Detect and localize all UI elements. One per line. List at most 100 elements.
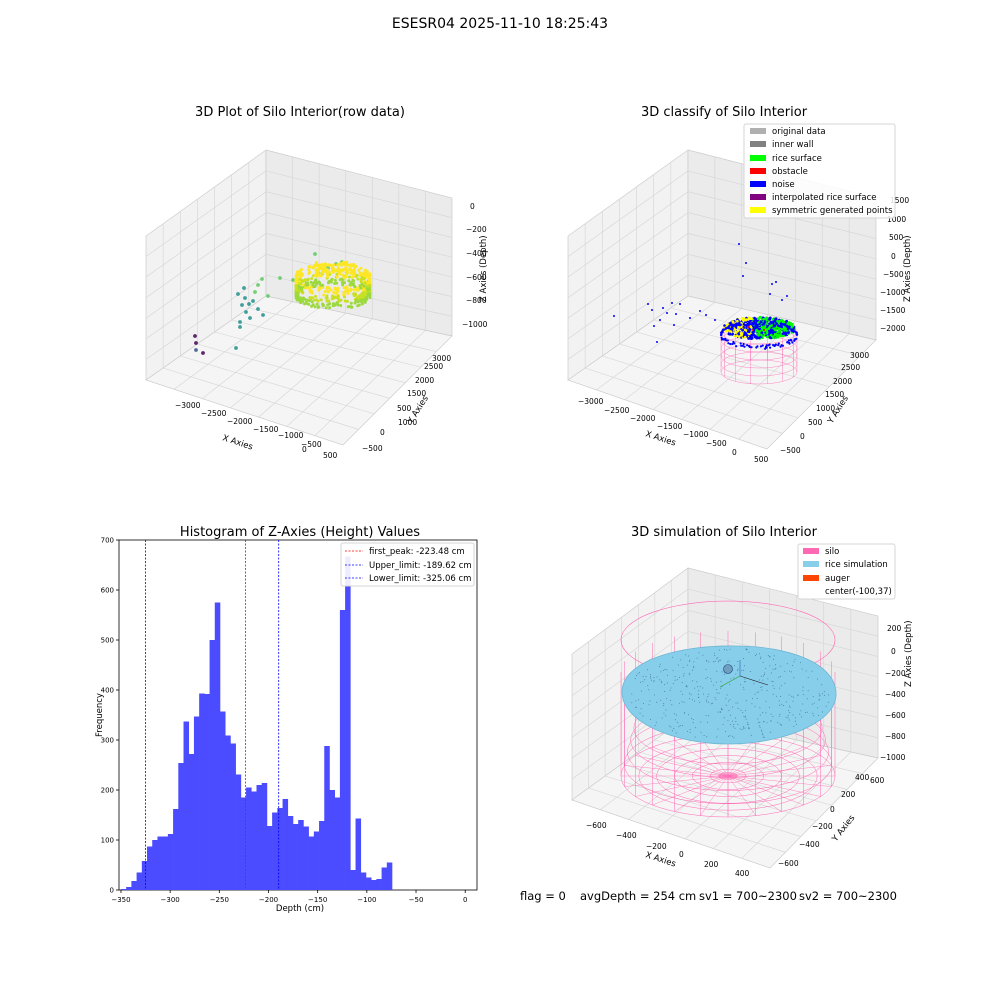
rice-point	[667, 682, 668, 684]
classified-point	[778, 329, 782, 332]
p4-ztick-1: 0	[891, 647, 896, 656]
raw-point	[331, 270, 335, 274]
rice-point	[699, 686, 701, 687]
classified-point	[740, 334, 743, 337]
silo-wire	[652, 746, 729, 777]
p1-ytick-2: 500	[397, 404, 412, 413]
rice-point	[727, 661, 729, 663]
y-tick-label: 0	[110, 887, 114, 895]
rice-point	[802, 694, 804, 696]
histogram-bar	[287, 816, 294, 890]
classified-point	[790, 323, 793, 327]
raw-point	[359, 280, 363, 284]
rice-point	[721, 686, 723, 688]
rice-point	[770, 720, 772, 722]
rice-point	[745, 648, 747, 650]
grid-line	[687, 253, 877, 300]
classified-point	[727, 342, 730, 345]
rice-point	[662, 669, 664, 671]
rice-point	[700, 721, 702, 723]
rice-point	[715, 698, 717, 700]
legend-swatch-auger	[803, 575, 819, 581]
rice-point	[785, 701, 787, 703]
legend-swatch-silo	[803, 548, 819, 554]
panel2-title: 3D classify of Silo Interior	[641, 105, 808, 120]
raw-point	[247, 302, 251, 306]
classified-point	[756, 324, 759, 327]
rice-point	[744, 727, 746, 729]
raw-point	[356, 277, 360, 281]
classified-point	[761, 323, 764, 326]
raw-point	[294, 277, 298, 280]
rice-point	[747, 722, 748, 724]
p1-ztick-4: −800	[466, 296, 487, 305]
rice-point	[802, 686, 804, 688]
raw-point	[352, 279, 356, 283]
rice-point	[794, 720, 796, 722]
rice-point	[718, 659, 720, 661]
classified-point	[750, 346, 753, 349]
raw-point	[314, 294, 318, 298]
p4-ztick-0: 200	[887, 624, 902, 633]
rice-point	[653, 694, 655, 696]
rice-point	[772, 716, 774, 718]
rice-point	[717, 711, 719, 713]
rice-point	[811, 703, 813, 705]
p4-ytick-3: 0	[830, 805, 835, 814]
classified-point	[787, 322, 790, 326]
rice-point	[765, 712, 767, 714]
noise-point	[699, 310, 701, 312]
grid-line	[585, 367, 783, 434]
rice-point	[696, 681, 698, 683]
legend-swatch-original-data	[750, 128, 766, 134]
raw-point	[330, 264, 334, 268]
rice-point	[744, 716, 746, 718]
histogram-bar	[319, 821, 325, 890]
raw-point	[308, 265, 312, 269]
rice-point	[746, 649, 747, 651]
raw-point	[310, 277, 314, 281]
panel4-floor-pane	[571, 715, 879, 869]
rice-point	[765, 700, 767, 702]
raw-point	[294, 284, 298, 288]
classified-point	[754, 330, 758, 333]
rice-point	[780, 696, 781, 697]
panel-classify: 3D classify of Silo Interior −3000 −2500…	[567, 105, 913, 464]
rice-point	[787, 717, 789, 719]
rice-point	[666, 674, 668, 676]
p4-ytick-2: −200	[812, 822, 833, 831]
classified-point	[743, 335, 747, 339]
grid-line	[248, 307, 437, 352]
rice-point	[671, 704, 673, 706]
histogram-bar	[199, 693, 205, 890]
raw-point	[240, 303, 244, 307]
classified-point	[757, 333, 760, 337]
silo-wire	[674, 775, 729, 812]
rice-point	[720, 680, 722, 682]
rice-point	[688, 660, 690, 662]
raw-point	[348, 275, 351, 279]
rice-point	[762, 712, 764, 714]
rice-point	[754, 655, 756, 657]
p1-ztick-5: −1000	[462, 320, 488, 329]
classified-point	[726, 326, 729, 329]
rice-point	[706, 659, 708, 661]
rice-point	[792, 714, 794, 716]
panel4-simulation	[620, 600, 837, 818]
grid-line	[145, 170, 267, 257]
p2-ztick-7: −2000	[880, 324, 906, 333]
histogram-bar	[214, 602, 221, 890]
rice-point	[819, 695, 820, 697]
classified-point	[731, 342, 734, 346]
p2-xlabel: X Axies	[644, 429, 677, 448]
rice-point	[679, 702, 680, 704]
rice-point	[698, 696, 699, 698]
noise-point	[705, 314, 707, 316]
raw-point	[348, 283, 352, 287]
histogram-bar	[266, 826, 273, 890]
rice-point	[693, 665, 695, 667]
footer-sv2: sv2 = 700~2300	[799, 889, 897, 903]
p4-xtick-4: 200	[704, 860, 719, 869]
p2-ztick-1: 1000	[887, 215, 906, 224]
rice-point	[794, 658, 796, 660]
